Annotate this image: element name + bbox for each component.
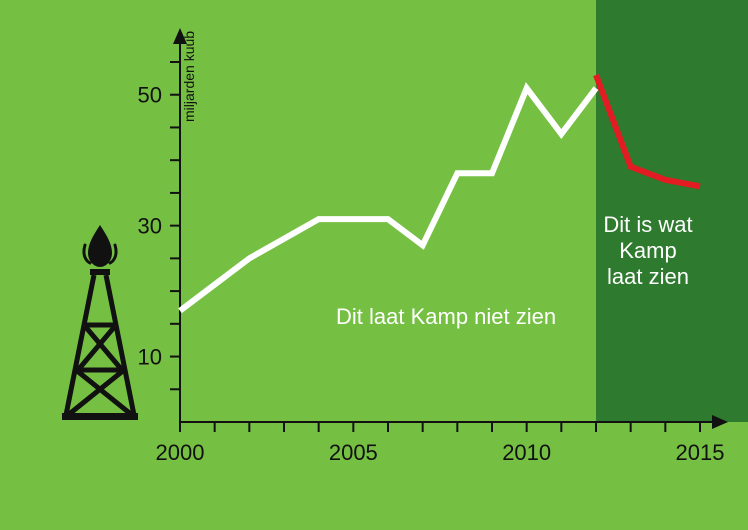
x-tick-label: 2000 <box>156 440 205 465</box>
y-tick-label: 50 <box>138 83 162 108</box>
annotation-left: Dit laat Kamp niet zien <box>336 304 556 329</box>
x-tick-label: 2005 <box>329 440 378 465</box>
chart-svg: 10 30 50 miljarden kuub 2000 2005 2010 2015 Dit … <box>0 0 748 530</box>
highlight-band <box>596 0 748 422</box>
annotation-right: laat zien <box>607 264 689 289</box>
x-tick-label: 2015 <box>676 440 725 465</box>
y-tick-label: 30 <box>138 214 162 239</box>
y-tick-label: 10 <box>138 345 162 370</box>
annotation-right: Kamp <box>619 238 676 263</box>
infographic-root: 10 30 50 miljarden kuub 2000 2005 2010 2015 Dit … <box>0 0 748 530</box>
x-tick-label: 2010 <box>502 440 551 465</box>
y-axis-label: miljarden kuub <box>181 31 197 122</box>
annotation-right: Dit is wat <box>603 212 692 237</box>
